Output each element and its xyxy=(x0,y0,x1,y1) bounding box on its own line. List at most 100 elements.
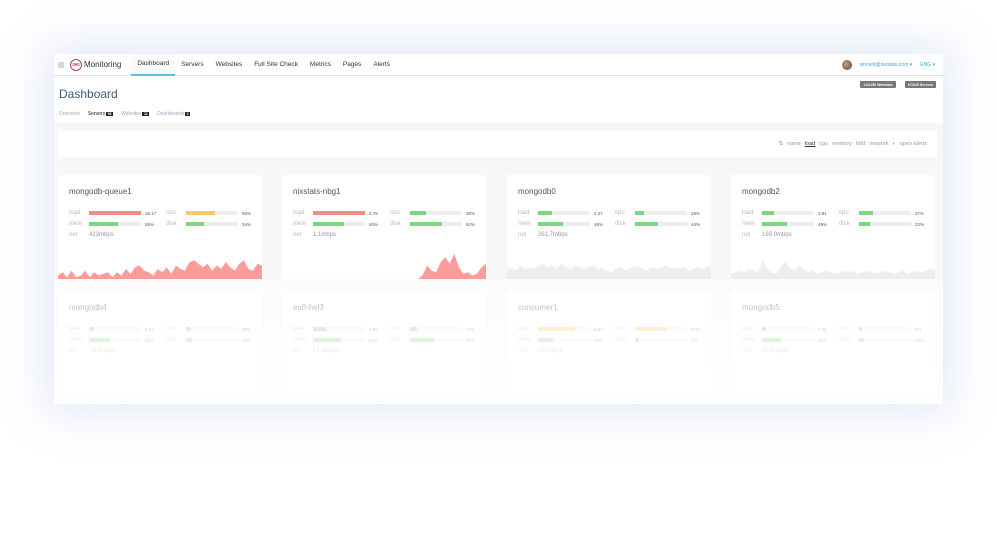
nav-item-full-site-check[interactable]: Full Site Check xyxy=(254,61,298,68)
metric-label: net xyxy=(69,348,78,354)
metric-mem: mem 36% xyxy=(742,337,827,343)
metric-disk: disk 62% xyxy=(390,221,475,227)
metric-bar-fill xyxy=(538,327,576,331)
metric-cpu: cpu 18% xyxy=(615,210,700,216)
metric-label: mem xyxy=(742,221,756,227)
metric-bar xyxy=(859,338,911,342)
server-card[interactable]: mongodb2 load 3.91 mem 49% cpu 27% disk 22% net 16… xyxy=(731,175,935,279)
server-name[interactable]: nixstats-nbg1 xyxy=(293,187,341,196)
user-menu[interactable]: vincent@nixstats.com ▾ xyxy=(859,61,913,68)
server-name[interactable]: mongodb0 xyxy=(518,187,556,196)
metric-value: 34% xyxy=(242,221,252,227)
metric-label: load xyxy=(742,326,754,332)
metric-bar xyxy=(313,338,365,342)
server-name[interactable]: mongodb2 xyxy=(742,187,780,196)
metric-label: cpu xyxy=(839,326,849,332)
nav-item-dashboard[interactable]: Dashboard xyxy=(131,54,176,76)
metric-bar-fill xyxy=(186,327,192,331)
page-header: Dashboard 11/2150 Websites 97/225 Server… xyxy=(54,76,943,123)
metric-disk: disk 44% xyxy=(615,221,700,227)
apps-grid-icon[interactable] xyxy=(58,61,64,68)
language-select[interactable]: ENG ▾ xyxy=(920,61,935,68)
metric-bar xyxy=(89,338,141,342)
metric-bar xyxy=(859,222,911,226)
nav-item-metrics[interactable]: Metrics xyxy=(309,61,331,68)
metric-bar-fill xyxy=(186,338,193,342)
server-name[interactable]: es0-hel3 xyxy=(293,303,324,312)
metric-load: load 3.05 xyxy=(293,326,378,332)
metric-cpu: cpu 27% xyxy=(839,210,924,216)
server-card[interactable]: mongodb0 load 4.27 mem 48% cpu 18% disk 44% net 26… xyxy=(507,175,711,279)
page-title: Dashboard xyxy=(59,87,118,101)
server-card[interactable]: consumer1 load 2.87 mem 29% cpu 62% disk 7% net 10… xyxy=(507,291,711,395)
sort-load[interactable]: load xyxy=(804,141,816,147)
server-name[interactable]: mongodb-queue1 xyxy=(69,187,132,196)
server-card[interactable]: mongodb4 load 3.47 mem 41% cpu 10% disk 12% net 72… xyxy=(58,291,262,395)
subtab-overview[interactable]: Overview xyxy=(59,111,80,117)
metric-value: 54.3mbps xyxy=(313,348,340,354)
metric-bar xyxy=(762,211,814,215)
nav-item-alerts[interactable]: Alerts xyxy=(373,61,390,68)
metric-value: 72.4mbps xyxy=(89,348,116,354)
metric-label: load xyxy=(742,210,754,216)
nav-item-servers[interactable]: Servers xyxy=(181,61,204,68)
subtab-label: Websites xyxy=(120,111,142,117)
metric-label: cpu xyxy=(839,210,849,216)
sort-open-alerts[interactable]: open alerts xyxy=(899,141,927,147)
avatar[interactable] xyxy=(841,59,852,70)
metric-bar xyxy=(89,327,141,331)
metric-disk: disk 10% xyxy=(839,337,924,343)
metric-net: net 1.1mbps xyxy=(293,232,336,238)
sparkline-area xyxy=(731,260,935,279)
logo[interactable]: 360 Monitoring xyxy=(70,58,121,71)
metric-load: load 4.27 xyxy=(518,210,603,216)
metric-load: load 2.75 xyxy=(742,326,827,332)
metric-bar-fill xyxy=(859,338,865,342)
server-name[interactable]: mongodb5 xyxy=(742,303,780,312)
metric-value: 1.1mbps xyxy=(313,232,337,238)
metric-label: disk xyxy=(390,221,401,227)
metric-value: 107mbps xyxy=(538,348,563,354)
metric-bar xyxy=(89,211,141,215)
metric-cpu: cpu 30% xyxy=(390,210,475,216)
metric-bar xyxy=(410,222,462,226)
metric-bar xyxy=(186,338,238,342)
server-card[interactable]: es0-hel3 load 3.05 mem 53% cpu 14% disk 47% net 54… xyxy=(282,291,486,395)
metric-label: load xyxy=(518,326,530,332)
metric-value: 10% xyxy=(915,337,925,343)
server-card[interactable]: mongodb-queue1 load 18.17 mem 55% cpu 56% disk 3… xyxy=(58,175,262,279)
subtab-servers[interactable]: Servers 98 xyxy=(88,111,113,117)
sort-network[interactable]: network xyxy=(869,141,889,147)
metric-label: mem xyxy=(742,337,756,343)
sort-memory[interactable]: memory xyxy=(832,141,852,147)
metric-bar-fill xyxy=(89,338,111,342)
sort-name[interactable]: name xyxy=(787,141,801,147)
subtab-count: 11 xyxy=(142,112,150,116)
nav-item-websites[interactable]: Websites xyxy=(215,61,243,68)
load-sparkline xyxy=(731,260,935,279)
server-name[interactable]: consumer1 xyxy=(518,303,558,312)
metric-bar xyxy=(410,211,462,215)
server-card[interactable]: mongodb5 load 2.75 mem 36% cpu 6% disk 10% net 95.… xyxy=(731,291,935,395)
metric-label: mem xyxy=(518,221,532,227)
server-name[interactable]: mongodb4 xyxy=(69,303,107,312)
metric-value: 169.9mbps xyxy=(762,232,792,238)
metric-bar xyxy=(313,222,365,226)
metric-load: load 3.47 xyxy=(69,326,154,332)
metric-bar-fill xyxy=(186,211,216,215)
metric-value: 3.05 xyxy=(369,326,378,332)
nav-item-pages[interactable]: Pages xyxy=(342,61,362,68)
metric-label: disk xyxy=(166,337,177,343)
sort-hdd[interactable]: hdd xyxy=(856,141,866,147)
metric-disk: disk 34% xyxy=(166,221,251,227)
metric-value: 41% xyxy=(145,337,155,343)
subtab-dashboards[interactable]: Dashboards 2 xyxy=(157,111,191,117)
metric-bar-fill xyxy=(313,211,365,215)
toggle-icon[interactable]: ◐ xyxy=(892,141,896,147)
metric-load: load 18.17 xyxy=(69,210,156,216)
metric-label: cpu xyxy=(615,326,625,332)
server-card[interactable]: nixstats-nbg1 load 5.79 mem 60% cpu 30% disk 62%… xyxy=(282,175,486,279)
subtab-websites[interactable]: Websites 11 xyxy=(120,111,150,117)
sort-cpu[interactable]: cpu xyxy=(819,141,829,147)
servers-quota-badge: 97/225 Servers xyxy=(904,81,936,88)
